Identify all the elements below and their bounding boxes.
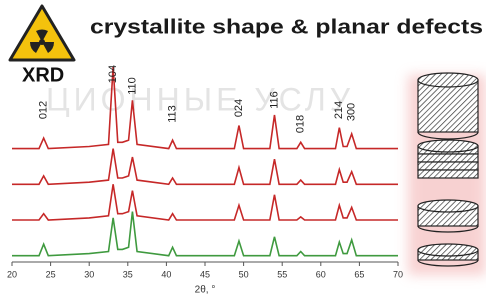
- x-tick-label: 55: [277, 269, 287, 279]
- peak-label: 018: [295, 115, 307, 133]
- peak-label: 104: [107, 65, 119, 83]
- x-tick-label: 30: [84, 269, 94, 279]
- badge: XRD: [22, 64, 64, 86]
- xrd-pattern: [12, 184, 398, 220]
- x-tick-label: 45: [200, 269, 210, 279]
- slide: ЦИОННЫЕ УСЛУ XRD crystallite shape & pla…: [0, 0, 486, 297]
- crystal-icons: [408, 73, 486, 275]
- x-axis-label: 2θ, °: [195, 285, 216, 296]
- title: crystallite shape & planar defects: [90, 16, 483, 38]
- peak-label: 116: [268, 91, 280, 109]
- peak-label: 012: [38, 101, 50, 119]
- peak-label: 110: [126, 77, 138, 95]
- watermark: ЦИОННЫЕ УСЛУ: [46, 81, 354, 117]
- x-tick-label: 20: [7, 269, 17, 279]
- x-tick-label: 35: [123, 269, 133, 279]
- x-tick-label: 60: [316, 269, 326, 279]
- x-tick-label: 25: [46, 269, 56, 279]
- peak-label: 024: [233, 99, 245, 117]
- x-tick-label: 65: [354, 269, 364, 279]
- peak-label: 300: [346, 103, 358, 121]
- radiation-icon: [10, 6, 74, 60]
- x-tick-label: 50: [239, 269, 249, 279]
- x-tick-label: 40: [161, 269, 171, 279]
- x-tick-label: 70: [393, 269, 403, 279]
- peak-label: 113: [166, 105, 178, 123]
- xrd-pattern: [12, 149, 398, 185]
- peak-label: 214: [333, 101, 345, 119]
